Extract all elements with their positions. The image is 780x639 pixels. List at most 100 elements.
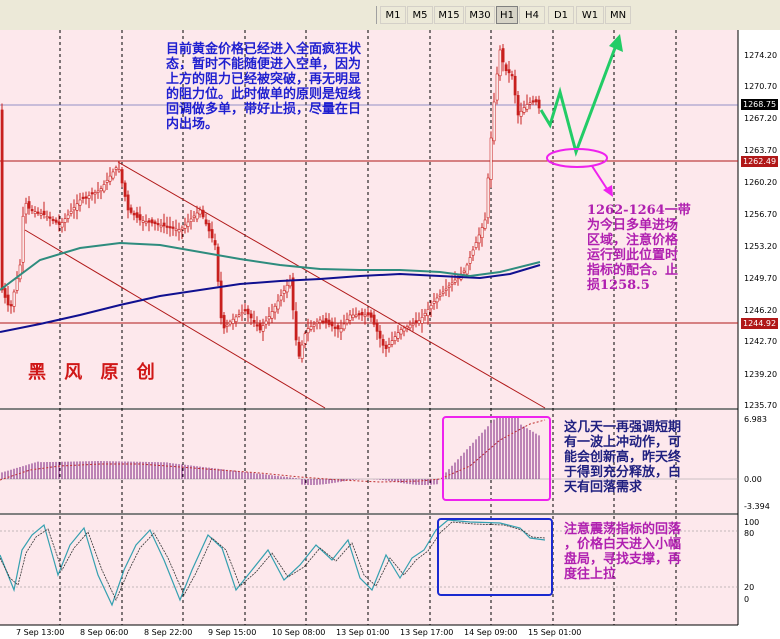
- candle-body: [42, 210, 46, 215]
- entry-zone-note: 1262-1264一带 为今日多单进场 区域，注意价格 运行到此位置时 指标的配…: [587, 203, 691, 293]
- candle-body: [183, 224, 187, 229]
- candle-body: [453, 279, 457, 283]
- candle-body: [375, 323, 379, 332]
- candle-body: [213, 240, 217, 246]
- candle-body: [33, 211, 37, 214]
- candle-body: [219, 280, 223, 319]
- time-axis-label: 13 Sep 01:00: [336, 628, 389, 637]
- candle-body: [192, 215, 196, 218]
- candle-body: [93, 192, 97, 195]
- entry-zone-ellipse: [546, 148, 608, 168]
- top-analysis-note: 目前黄金价格已经进入全面疯狂状 态，暂时不能随便进入空单，因为 上方的阻力已经被…: [166, 42, 362, 132]
- candle-body: [273, 305, 277, 313]
- candle-body: [117, 169, 121, 172]
- price-axis-label: 1260.20: [744, 178, 777, 187]
- candle-body: [0, 109, 4, 291]
- candle-body: [195, 212, 199, 220]
- forecast-arrowhead: [609, 34, 623, 52]
- current-price-tag: 1268.75: [741, 99, 779, 110]
- timeframe-toolbar: M1 M5 M15 M30 H1 H4 D1 W1 MN: [0, 0, 780, 31]
- candle-body: [465, 264, 469, 275]
- candle-body: [180, 227, 184, 230]
- price-axis-label: 1235.70: [744, 401, 777, 410]
- stoch-axis-100: 100: [744, 518, 759, 527]
- candle-body: [270, 311, 274, 319]
- candle-body: [177, 229, 181, 233]
- candle-body: [129, 207, 133, 213]
- time-axis-label: 8 Sep 06:00: [80, 628, 128, 637]
- price-axis-label: 1274.20: [744, 51, 777, 60]
- candle-body: [189, 218, 193, 222]
- candle-body: [366, 312, 370, 316]
- candle-body: [12, 291, 16, 307]
- candle-body: [168, 226, 172, 229]
- time-axis-label: 13 Sep 17:00: [400, 628, 453, 637]
- candle-body: [21, 215, 25, 263]
- candle-body: [327, 319, 331, 325]
- timeframe-m30-button[interactable]: M30: [465, 6, 495, 24]
- zone-pointer-arrowhead: [603, 185, 613, 197]
- candle-body: [69, 210, 73, 214]
- timeframe-m15-button[interactable]: M15: [434, 6, 464, 24]
- candle-body: [423, 313, 427, 317]
- candle-body: [156, 223, 160, 226]
- candle-body: [132, 212, 136, 216]
- timeframe-d1-button[interactable]: D1: [548, 6, 574, 24]
- candle-body: [96, 190, 100, 193]
- timeframe-h4-button[interactable]: H4: [519, 6, 545, 24]
- candle-body: [276, 300, 280, 310]
- candle-body: [255, 324, 259, 327]
- candle-body: [309, 326, 313, 330]
- candle-body: [504, 64, 508, 72]
- candle-body: [57, 221, 61, 225]
- candle-body: [252, 320, 256, 323]
- candle-body: [243, 309, 247, 312]
- macd-axis-top: 6.983: [744, 415, 767, 424]
- candle-body: [246, 308, 250, 315]
- candle-body: [501, 48, 505, 63]
- candle-body: [396, 332, 400, 339]
- candle-body: [186, 221, 190, 227]
- price-chart[interactable]: 1274.20 1270.70 1267.20 1263.70 1260.20 …: [0, 30, 780, 639]
- time-axis-label: 9 Sep 15:00: [208, 628, 256, 637]
- time-axis-label: 14 Sep 09:00: [464, 628, 517, 637]
- timeframe-mn-button[interactable]: MN: [605, 6, 631, 24]
- candle-body: [507, 69, 511, 74]
- candle-body: [165, 225, 169, 228]
- down-channel[interactable]: [24, 161, 546, 409]
- candle-body: [141, 220, 145, 223]
- timeframe-h1-button[interactable]: H1: [496, 6, 518, 24]
- candle-body: [354, 314, 358, 317]
- candle-body: [201, 209, 205, 218]
- timeframe-m5-button[interactable]: M5: [407, 6, 433, 24]
- stoch-highlight-box: [437, 518, 553, 596]
- candle-body: [18, 264, 22, 280]
- forecast-arrow: [539, 39, 620, 157]
- candle-body: [450, 282, 454, 285]
- candle-body: [267, 316, 271, 320]
- candle-body: [411, 323, 415, 326]
- candle-body: [15, 278, 19, 291]
- zone-pointer-line: [591, 165, 610, 193]
- macd-analysis-note: 这几天一再强调短期 有一波上冲动作，可 能会创新高，昨天终 于得到充分释放，白 …: [564, 420, 682, 495]
- candle-body: [372, 314, 376, 325]
- candle-body: [525, 104, 529, 110]
- timeframe-w1-button[interactable]: W1: [576, 6, 604, 24]
- candle-body: [171, 226, 175, 229]
- candle-body: [324, 318, 328, 324]
- timeframe-m1-button[interactable]: M1: [380, 6, 406, 24]
- candle-body: [339, 328, 343, 333]
- candle-body: [105, 179, 109, 183]
- price-axis-label: 1239.20: [744, 370, 777, 379]
- candle-body: [432, 301, 436, 304]
- candle-body: [369, 312, 373, 318]
- candle-body: [3, 288, 7, 298]
- price-axis-label: 1270.70: [744, 82, 777, 91]
- price-axis-label: 1249.70: [744, 274, 777, 283]
- candle-body: [441, 291, 445, 294]
- price-axis-label: 1242.70: [744, 337, 777, 346]
- candle-body: [294, 311, 298, 341]
- candle-body: [120, 169, 124, 184]
- candle-body: [147, 220, 151, 223]
- candle-body: [99, 188, 103, 192]
